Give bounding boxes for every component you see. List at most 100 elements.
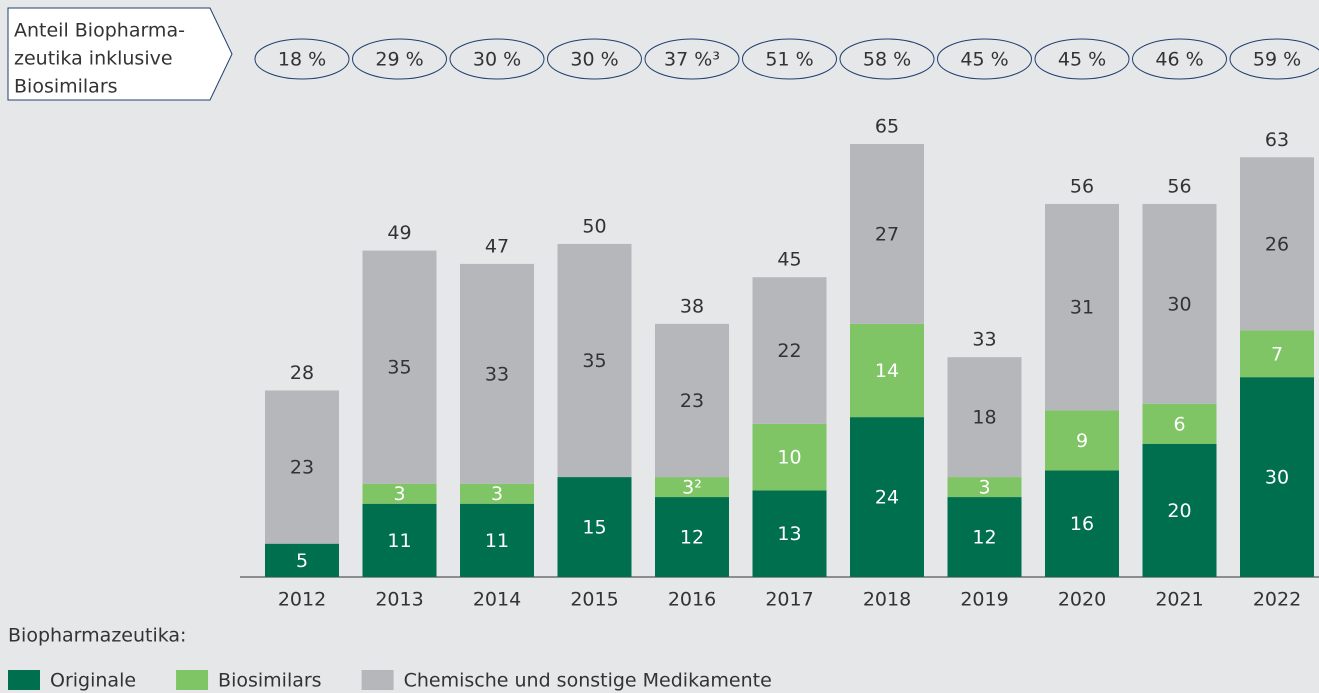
share-pill <box>547 38 642 80</box>
legend-title: Biopharmazeutika: <box>8 625 186 647</box>
x-tick-label: 2016 <box>668 589 716 611</box>
share-value: 59 % <box>1253 49 1301 71</box>
share-pill <box>449 38 545 80</box>
share-pill <box>352 38 447 80</box>
bar-segment <box>655 477 729 498</box>
bar-segment <box>1142 403 1217 444</box>
share-value: 30 % <box>473 49 521 71</box>
total-label: 50 <box>582 215 606 237</box>
segment-label: 27 <box>875 223 899 245</box>
segment-label: 35 <box>582 350 606 372</box>
bar-segment <box>460 483 534 504</box>
share-pill <box>1132 38 1227 80</box>
segment-label: 35 <box>387 357 411 379</box>
bar-segment <box>1045 470 1119 577</box>
total-label: 45 <box>777 249 801 271</box>
share-value: 45 % <box>960 49 1008 71</box>
legend-label: Biosimilars <box>218 670 322 692</box>
legend-swatch <box>8 670 40 690</box>
bar-segment <box>1045 410 1119 471</box>
share-label-box <box>7 7 233 101</box>
segment-label: 22 <box>777 340 801 362</box>
total-label: 33 <box>972 329 996 351</box>
bar-segment <box>655 497 729 577</box>
legend-label: Originale <box>50 670 136 692</box>
segment-label: 6 <box>1173 413 1185 435</box>
share-pill <box>742 38 837 80</box>
bar-segment <box>947 357 1022 478</box>
bar-segment <box>1240 377 1314 577</box>
segment-label: 9 <box>1076 430 1088 452</box>
x-tick-label: 2020 <box>1058 589 1106 611</box>
share-pill <box>839 38 935 80</box>
share-value: 58 % <box>863 49 911 71</box>
bar-segment <box>850 144 924 324</box>
share-pill <box>1034 38 1130 80</box>
x-tick-label: 2013 <box>375 589 423 611</box>
share-pill <box>937 38 1032 80</box>
segment-label: 20 <box>1167 500 1191 522</box>
x-tick-label: 2022 <box>1253 589 1301 611</box>
x-tick-label: 2019 <box>960 589 1008 611</box>
total-label: 63 <box>1265 129 1289 151</box>
bar-segment <box>752 423 827 491</box>
bar-segment <box>1240 157 1314 331</box>
segment-label: 11 <box>387 530 411 552</box>
bar-segment <box>362 250 437 484</box>
bar-segment <box>850 417 924 577</box>
x-tick-label: 2012 <box>278 589 326 611</box>
bar-segment <box>947 497 1022 577</box>
bar-segment <box>460 503 534 577</box>
legend-swatch <box>361 670 394 690</box>
bar-segment <box>460 263 534 484</box>
bar-segment <box>362 503 437 577</box>
segment-label: 3² <box>682 477 702 499</box>
share-value: 37 %³ <box>664 49 720 71</box>
share-value: 45 % <box>1058 49 1106 71</box>
total-label: 38 <box>680 295 704 317</box>
x-tick-label: 2015 <box>570 589 618 611</box>
share-value: 18 % <box>278 49 326 71</box>
share-value: 29 % <box>375 49 423 71</box>
total-label: 56 <box>1167 175 1191 197</box>
share-pill <box>644 38 740 80</box>
segment-label: 31 <box>1070 297 1094 319</box>
segment-label: 30 <box>1167 293 1191 315</box>
bar-segment <box>557 477 632 577</box>
share-label: Anteil Biopharma- <box>14 20 185 42</box>
segment-label: 15 <box>582 517 606 539</box>
bar-segment <box>655 323 729 478</box>
legend-swatch <box>176 670 209 690</box>
segment-label: 13 <box>777 523 801 545</box>
segment-label: 33 <box>485 363 509 385</box>
segment-label: 16 <box>1070 513 1094 535</box>
bar-segment <box>265 543 339 577</box>
total-label: 28 <box>290 362 314 384</box>
segment-label: 26 <box>1265 233 1289 255</box>
segment-label: 23 <box>680 390 704 412</box>
segment-label: 18 <box>972 407 996 429</box>
share-value: 30 % <box>570 49 618 71</box>
bar-segment <box>265 390 339 544</box>
bar-segment <box>557 243 632 478</box>
bar-segment <box>362 483 437 504</box>
x-tick-label: 2017 <box>765 589 813 611</box>
segment-label: 3 <box>978 477 990 499</box>
total-label: 56 <box>1070 175 1094 197</box>
share-value: 46 % <box>1155 49 1203 71</box>
share-label: zeutika inklusive <box>14 48 173 70</box>
share-value: 51 % <box>765 49 813 71</box>
segment-label: 11 <box>485 530 509 552</box>
total-label: 47 <box>485 235 509 257</box>
segment-label: 3 <box>393 483 405 505</box>
bar-segment <box>752 277 827 424</box>
x-tick-label: 2014 <box>473 589 521 611</box>
total-label: 49 <box>387 222 411 244</box>
segment-label: 12 <box>680 527 704 549</box>
segment-label: 10 <box>777 447 801 469</box>
share-pill <box>1229 38 1319 80</box>
legend-label: Chemische und sonstige Medikamente <box>404 670 772 692</box>
bar-segment <box>752 490 827 577</box>
segment-label: 14 <box>875 360 899 382</box>
